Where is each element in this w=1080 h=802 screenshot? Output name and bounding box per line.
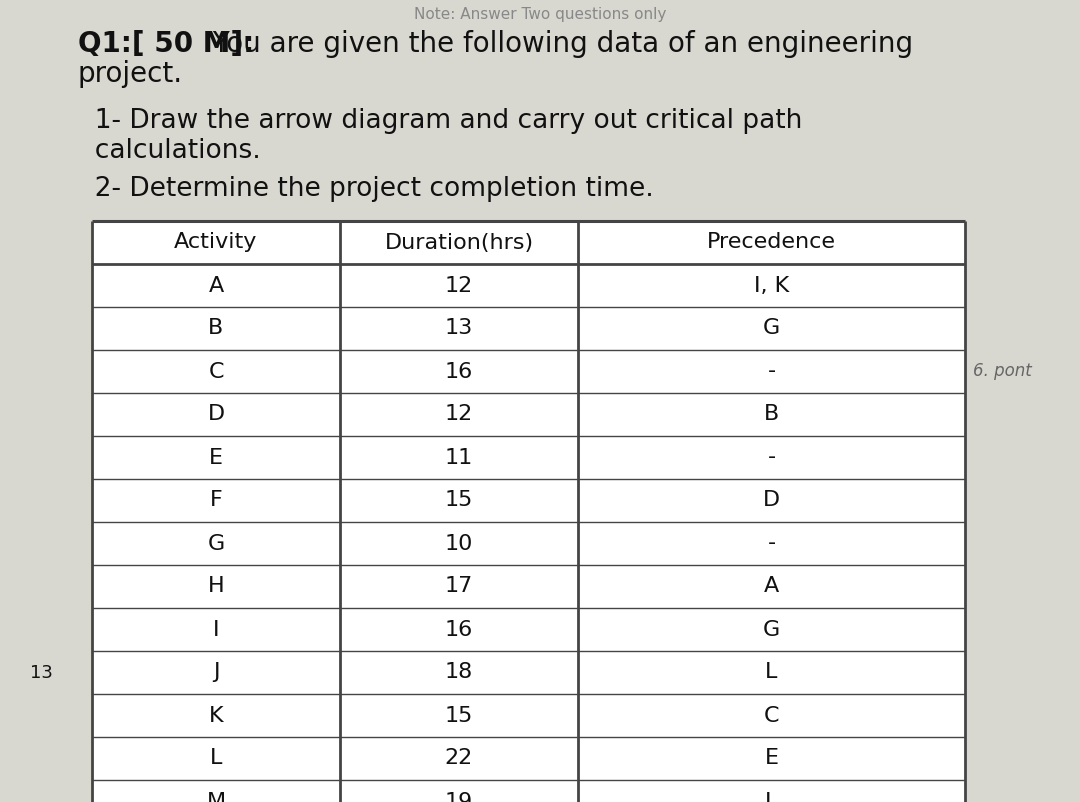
- Text: -: -: [768, 362, 775, 382]
- Text: 10: 10: [445, 533, 473, 553]
- Text: 2- Determine the project completion time.: 2- Determine the project completion time…: [78, 176, 653, 202]
- Text: B: B: [764, 404, 779, 424]
- Text: project.: project.: [78, 60, 184, 88]
- Text: K: K: [208, 706, 224, 726]
- Text: G: G: [762, 619, 780, 639]
- Text: G: G: [762, 318, 780, 338]
- Text: Activity: Activity: [174, 233, 258, 253]
- Text: Q1:[ 50 M]:: Q1:[ 50 M]:: [78, 30, 254, 58]
- Text: I, K: I, K: [754, 276, 789, 295]
- Text: L: L: [766, 662, 778, 683]
- Text: D: D: [762, 491, 780, 511]
- Text: 11: 11: [445, 448, 473, 468]
- Text: 18: 18: [445, 662, 473, 683]
- Text: 19: 19: [445, 792, 473, 802]
- Text: A: A: [208, 276, 224, 295]
- Text: 1- Draw the arrow diagram and carry out critical path: 1- Draw the arrow diagram and carry out …: [78, 108, 802, 134]
- Text: 12: 12: [445, 404, 473, 424]
- Text: 6. pont: 6. pont: [973, 363, 1031, 380]
- Text: -: -: [768, 533, 775, 553]
- Text: 22: 22: [445, 748, 473, 768]
- Text: -: -: [768, 448, 775, 468]
- Text: I: I: [213, 619, 219, 639]
- Text: D: D: [207, 404, 225, 424]
- Text: 15: 15: [445, 706, 473, 726]
- Text: 13: 13: [30, 663, 53, 682]
- Text: 13: 13: [445, 318, 473, 338]
- Text: H: H: [207, 577, 225, 597]
- Text: You are given the following data of an engineering: You are given the following data of an e…: [204, 30, 914, 58]
- Text: J: J: [213, 662, 219, 683]
- Text: E: E: [210, 448, 222, 468]
- Text: 16: 16: [445, 619, 473, 639]
- Text: E: E: [765, 748, 779, 768]
- Text: 16: 16: [445, 362, 473, 382]
- Text: G: G: [207, 533, 225, 553]
- Text: L: L: [210, 748, 222, 768]
- Text: A: A: [764, 577, 779, 597]
- Text: L: L: [766, 792, 778, 802]
- Text: 15: 15: [445, 491, 473, 511]
- Text: 17: 17: [445, 577, 473, 597]
- Text: F: F: [210, 491, 222, 511]
- Text: Precedence: Precedence: [707, 233, 836, 253]
- Text: Duration(hrs): Duration(hrs): [384, 233, 534, 253]
- Text: Note: Answer Two questions only: Note: Answer Two questions only: [414, 7, 666, 22]
- Text: 12: 12: [445, 276, 473, 295]
- Text: calculations.: calculations.: [78, 138, 260, 164]
- Bar: [92, 221, 966, 802]
- Text: C: C: [208, 362, 224, 382]
- Text: C: C: [764, 706, 780, 726]
- Text: M: M: [206, 792, 226, 802]
- Text: B: B: [208, 318, 224, 338]
